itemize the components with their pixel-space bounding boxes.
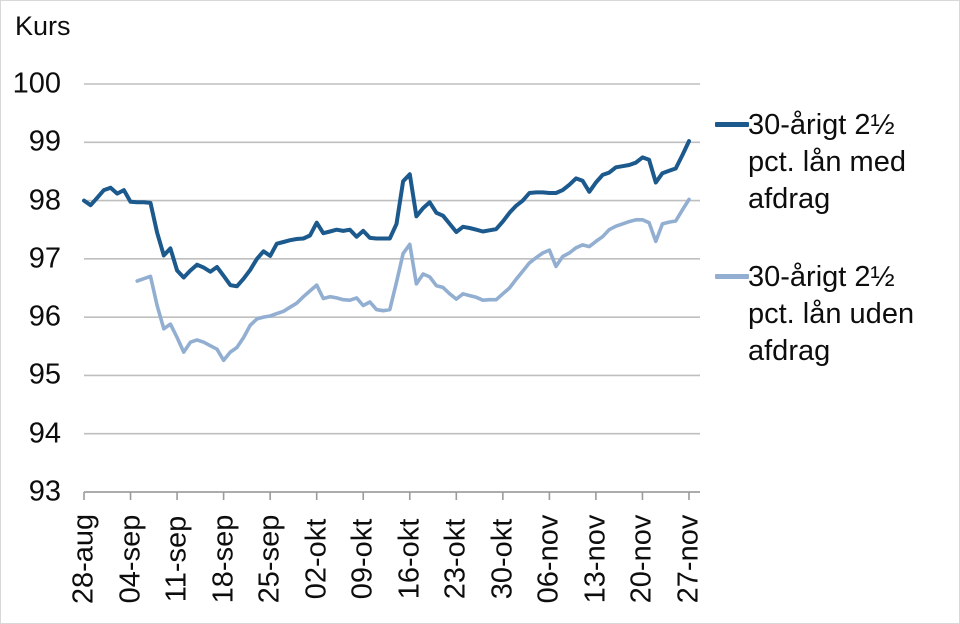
x-tick-label: 18-sep	[207, 514, 240, 604]
legend-swatch-med-afdrag	[715, 122, 749, 127]
legend-label-uden-afdrag: 30-årigt 2½ pct. lån uden afdrag	[748, 261, 915, 367]
x-tick-label: 09-okt	[346, 518, 379, 600]
legend-label-med-afdrag: 30-årigt 2½ pct. lån med afdrag	[748, 109, 906, 215]
x-tick-label: 23-okt	[439, 518, 472, 600]
x-tick-label: 20-nov	[625, 514, 658, 604]
x-tick-label: 04-sep	[114, 514, 147, 604]
legend: 30-årigt 2½ pct. lån med afdrag 30-årigt…	[706, 1, 956, 623]
x-tick-label: 30-okt	[486, 518, 519, 600]
y-tick-label: 97	[28, 242, 61, 275]
y-tick-label: 100	[12, 67, 61, 100]
x-tick-label: 13-nov	[579, 514, 612, 604]
y-tick-label: 94	[28, 417, 61, 450]
y-tick-label: 93	[28, 475, 61, 508]
legend-swatch-uden-afdrag	[715, 274, 749, 279]
y-tick-label: 98	[28, 184, 61, 217]
x-tick-label: 28-aug	[67, 513, 100, 605]
series-line-uden-afdrag	[135, 197, 691, 363]
x-tick-label: 27-nov	[672, 514, 705, 604]
series-line-med-afdrag	[82, 139, 691, 289]
y-tick-label: 96	[28, 300, 61, 333]
x-tick-label: 25-sep	[253, 514, 286, 604]
y-tick-label: 99	[28, 125, 61, 158]
x-tick-label: 06-nov	[532, 514, 565, 604]
x-tick-label: 11-sep	[160, 515, 193, 603]
y-tick-label: 95	[28, 358, 61, 391]
x-tick-label: 16-okt	[393, 518, 426, 600]
x-tick-label: 02-okt	[300, 518, 333, 600]
y-axis-title: Kurs	[15, 11, 71, 41]
